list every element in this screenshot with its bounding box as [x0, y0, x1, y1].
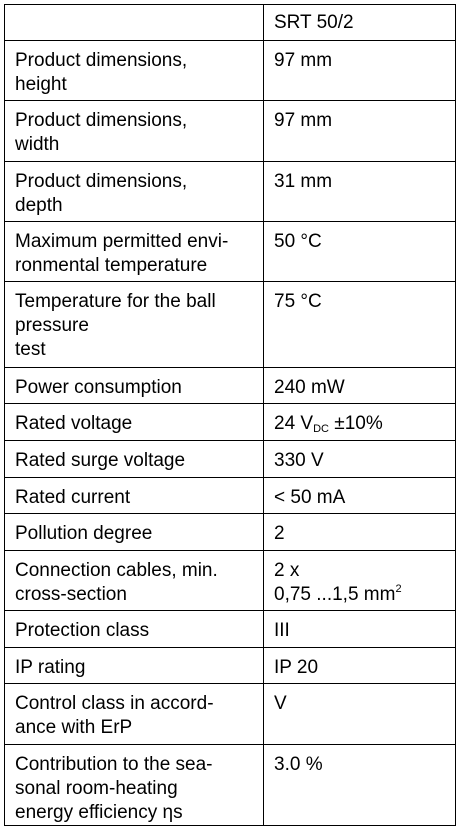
row-value: V: [263, 683, 456, 745]
row-parameter: Control class in accord- ance with ErP: [4, 683, 264, 745]
row-value: 50 °C: [263, 221, 456, 282]
row-parameter: Product dimensions, width: [4, 100, 264, 162]
table-row: Pollution degree 2: [4, 513, 456, 551]
table-row: Rated voltage 24 VDC ±10%: [4, 403, 456, 441]
table-row: Temperature for the ball pressure test 7…: [4, 281, 456, 368]
row-parameter: Contribution to the sea- sonal room-heat…: [4, 744, 264, 826]
row-value: 31 mm: [263, 161, 456, 222]
cable-section: 0,75 ...1,5 mm: [274, 584, 396, 605]
table-row: Rated surge voltage 330 V: [4, 440, 456, 478]
row-parameter: IP rating: [4, 647, 264, 684]
table-row: Product dimensions, height 97 mm: [4, 40, 456, 101]
row-value: 330 V: [263, 440, 456, 478]
table-row: Power consumption 240 mW: [4, 367, 456, 404]
row-parameter: Maximum permitted envi- ronmental temper…: [4, 221, 264, 282]
row-value: 2 x 0,75 ...1,5 mm2: [263, 550, 456, 611]
cable-superscript: 2: [395, 583, 402, 595]
row-parameter: Connection cables, min. cross-section: [4, 550, 264, 611]
row-value: 24 VDC ±10%: [263, 403, 456, 441]
table-row: Rated current < 50 mA: [4, 477, 456, 514]
row-value: IP 20: [263, 647, 456, 684]
header-model-cell: SRT 50/2: [263, 4, 456, 41]
header-empty-cell: [4, 4, 264, 41]
row-parameter: Rated current: [4, 477, 264, 514]
row-parameter: Pollution degree: [4, 513, 264, 551]
row-value: < 50 mA: [263, 477, 456, 514]
row-parameter: Temperature for the ball pressure test: [4, 281, 264, 368]
table-row: Product dimensions, depth 31 mm: [4, 161, 456, 222]
row-value: 75 °C: [263, 281, 456, 368]
row-parameter: Rated voltage: [4, 403, 264, 441]
row-parameter: Product dimensions, depth: [4, 161, 264, 222]
row-parameter: Protection class: [4, 610, 264, 648]
row-value: 240 mW: [263, 367, 456, 404]
row-value: 3.0 %: [263, 744, 456, 826]
table-row: IP rating IP 20: [4, 647, 456, 684]
row-parameter: Rated surge voltage: [4, 440, 264, 478]
spec-table: SRT 50/2 Product dimensions, height 97 m…: [4, 4, 456, 826]
table-row: Product dimensions, width 97 mm: [4, 100, 456, 162]
cable-count: 2 x: [274, 560, 300, 581]
row-parameter: Product dimensions, height: [4, 40, 264, 101]
row-parameter: Power consumption: [4, 367, 264, 404]
table-row: Contribution to the sea- sonal room-heat…: [4, 744, 456, 826]
table-row: Protection class III: [4, 610, 456, 648]
row-value: 97 mm: [263, 100, 456, 162]
voltage-tolerance: ±10%: [328, 413, 383, 434]
voltage-main: 24 V: [274, 413, 314, 434]
row-value: 2: [263, 513, 456, 551]
row-value: 97 mm: [263, 40, 456, 101]
voltage-subscript: DC: [313, 423, 329, 435]
table-row: Connection cables, min. cross-section 2 …: [4, 550, 456, 611]
table-row: Maximum permitted envi- ronmental temper…: [4, 221, 456, 282]
table-header-row: SRT 50/2: [4, 4, 456, 41]
table-row: Control class in accord- ance with ErP V: [4, 683, 456, 745]
row-value: III: [263, 610, 456, 648]
